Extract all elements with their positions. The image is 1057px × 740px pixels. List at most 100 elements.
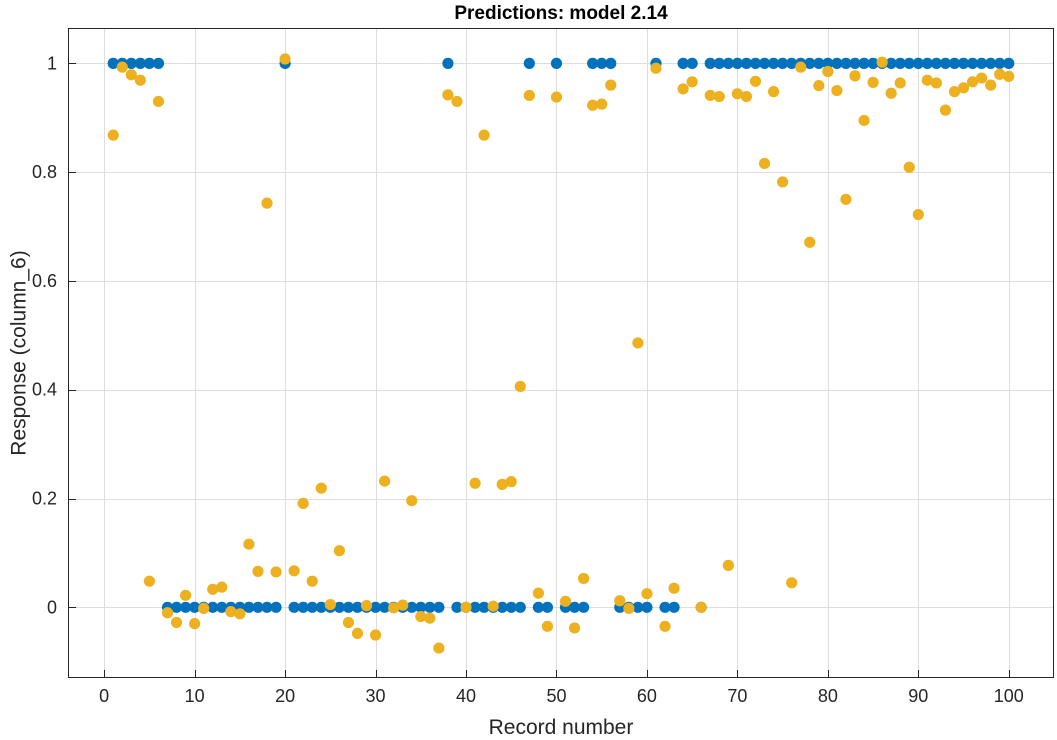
predicted-response-point [939,104,952,116]
predicted-response-point [758,157,771,170]
true-response-point [767,57,780,69]
true-response-point [180,601,192,613]
predicted-response-point [523,89,535,102]
true-response-point [713,57,725,69]
true-response-point [777,57,789,69]
true-response-point [315,601,327,613]
true-response-point [134,57,146,69]
x-tick-label: 100 [994,686,1024,706]
true-response-point [939,57,952,69]
true-response-point [342,601,355,613]
true-response-point [288,601,300,613]
true-response-point [758,57,771,69]
y-tick-label: 0.4 [32,380,57,400]
predicted-response-point [840,193,852,205]
true-response-point [668,601,680,613]
predicted-response-point [460,601,472,613]
true-response-point [966,57,979,69]
predicted-response-point [568,622,581,634]
true-response-point [550,57,563,69]
predicted-response-point [695,601,707,613]
predicted-response-point [514,380,526,393]
true-response-point [849,57,861,69]
true-response-point [306,601,318,613]
data-points [107,53,1015,654]
true-response-point [731,57,743,69]
predicted-response-point [478,129,490,141]
true-response-point [804,57,816,69]
true-response-point [442,57,454,69]
predicted-response-point [505,476,517,488]
true-response-point [243,601,255,613]
true-response-point [351,601,364,613]
predicted-response-point [713,90,725,103]
predicted-response-point [451,95,463,108]
true-response-point [496,601,508,613]
true-response-point [152,57,165,69]
true-response-point [523,57,535,69]
y-tick-label: 0.6 [32,271,57,291]
true-response-point [578,601,590,613]
predicted-response-point [297,497,309,509]
predicted-response-point [342,616,355,629]
predicted-response-point [369,629,382,641]
predicted-response-point [614,595,626,607]
true-response-point [659,601,671,613]
true-response-point [369,601,382,613]
predicted-response-point [180,589,192,601]
predicted-response-point [170,616,183,629]
chart-title: Predictions: model 2.14 [454,3,668,24]
predicted-response-point [379,475,391,487]
y-tick-label: 0.8 [32,162,57,182]
true-response-point [143,57,156,69]
true-response-point [822,57,834,69]
true-response-point [587,57,599,69]
predicted-response-point [605,79,617,91]
predicted-response-point [433,642,445,654]
true-response-point [976,57,988,69]
predicted-response-point [532,587,544,599]
predicted-response-point [740,90,753,103]
predicted-response-point [722,559,734,572]
true-response-point [333,601,345,613]
predicted-response-point [885,87,897,99]
predicted-response-point [749,75,762,87]
predicted-response-point [903,161,915,173]
predicted-response-point [261,197,273,209]
predicted-response-point [306,575,318,587]
predicted-response-point [216,581,228,593]
predicted-response-point [623,602,635,614]
predicted-response-point [804,236,816,248]
predicted-response-point [668,582,680,594]
true-response-point [704,57,716,69]
true-response-point [451,601,463,613]
true-response-point [252,601,264,613]
y-tick-label: 0 [47,597,57,617]
true-response-point [894,57,906,69]
predicted-response-point [152,95,165,108]
predicted-response-point [288,565,300,577]
y-tick-label: 1 [47,53,57,73]
predicted-response-point [849,70,861,82]
x-axis-label: Record number [489,716,634,739]
x-tick-label: 10 [185,686,205,706]
x-tick-label: 40 [456,686,476,706]
predicted-response-point [966,76,979,88]
predicted-response-point [415,610,427,623]
true-response-point [885,57,897,69]
predicted-response-point [822,65,834,78]
true-response-point [632,601,644,613]
predicted-response-point [587,99,599,111]
predicted-response-point [578,572,590,585]
x-tick-label: 70 [727,686,747,706]
x-tick-label: 50 [546,686,566,706]
predicted-response-point [641,588,653,600]
predicted-response-point [985,79,997,91]
predicted-response-point [107,129,119,141]
true-response-point [596,57,608,69]
predicted-response-point [948,86,961,98]
true-response-point [722,57,734,69]
true-response-point [786,57,798,69]
true-response-point [170,601,183,613]
